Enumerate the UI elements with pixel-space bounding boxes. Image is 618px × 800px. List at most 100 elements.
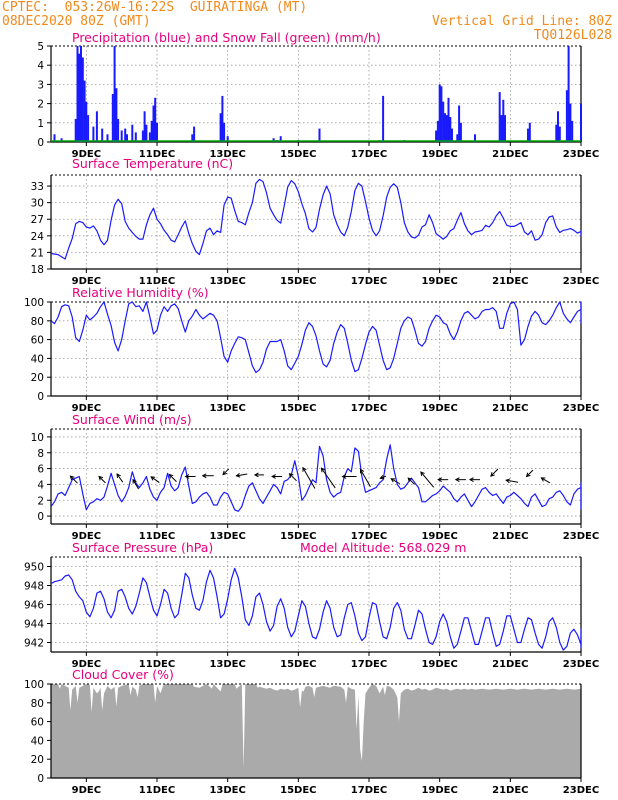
precip-bar	[451, 128, 453, 142]
wind-arrow-shaft	[116, 473, 124, 483]
wind-arrow-shaft	[236, 473, 248, 477]
wind-arrow-shaft	[132, 479, 139, 490]
wind-arrow-head	[540, 477, 546, 482]
x-tick-label: 9DEC	[72, 403, 101, 414]
x-tick-label: 17DEC	[351, 403, 387, 414]
wind-arrow	[454, 477, 466, 483]
precip-bar	[223, 122, 226, 142]
precip-bar	[444, 113, 446, 142]
wind-arrow-head	[201, 473, 207, 479]
x-tick-label: 13DEC	[209, 659, 245, 670]
wind-arrow-head	[320, 467, 326, 473]
x-tick-label: 15DEC	[280, 276, 316, 287]
precip-bar	[571, 120, 574, 142]
precip-bar	[557, 111, 559, 142]
x-tick-label: 23DEC	[563, 785, 599, 796]
wind-arrow	[222, 468, 230, 476]
x-tick-label: 15DEC	[280, 149, 316, 160]
precip-bar	[558, 126, 561, 142]
wind-arrow-head	[341, 474, 347, 479]
wind-arrow-head	[98, 475, 104, 481]
precip-bar	[117, 119, 120, 142]
x-tick-label: 9DEC	[72, 276, 101, 287]
precip-bar	[555, 124, 558, 142]
precip-bar	[152, 105, 155, 142]
precip-bar	[442, 101, 445, 142]
wind-arrow	[490, 468, 499, 477]
y-tick-label: 24	[31, 231, 45, 243]
wind-arrow	[116, 473, 124, 483]
x-tick-label: 19DEC	[421, 149, 457, 160]
y-tick-label: 4	[37, 479, 44, 491]
y-tick-label: 944	[24, 619, 44, 631]
x-tick-label: 15DEC	[280, 785, 316, 796]
y-tick-label: 0	[37, 511, 44, 523]
wind-arrow-shaft	[506, 479, 519, 483]
wind-arrow-shaft	[150, 476, 160, 483]
y-tick-label: 20	[31, 754, 44, 766]
wind-arrow-head	[407, 477, 413, 483]
wind-arrow	[379, 474, 387, 480]
y-tick-label: 21	[31, 247, 44, 259]
x-tick-label: 13DEC	[209, 785, 245, 796]
wind-arrow	[505, 478, 519, 484]
precip-bar	[580, 130, 582, 142]
x-tick-label: 19DEC	[421, 276, 457, 287]
wind-arrow-head	[468, 477, 474, 483]
x-tick-label: 21DEC	[492, 403, 528, 414]
wind-arrow-head	[490, 472, 495, 477]
wind-arrow-shaft	[289, 473, 297, 482]
wind-arrow-head	[437, 477, 442, 483]
precip-bar	[474, 134, 476, 142]
y-tick-label: 0	[37, 391, 44, 403]
precip-bar	[445, 115, 448, 142]
y-tick-label: 1	[37, 118, 44, 130]
x-tick-label: 13DEC	[209, 403, 245, 414]
wind-arrow	[341, 474, 357, 479]
wind-arrow-shaft	[169, 474, 177, 482]
precip-bar	[148, 132, 151, 142]
panel-precip: Precipitation (blue) and Snow Fall (gree…	[37, 30, 599, 160]
wind-arrow-shaft	[360, 469, 371, 487]
precip-bar	[382, 95, 385, 142]
wind-arrow-head	[235, 472, 241, 478]
y-tick-label: 2	[37, 99, 44, 111]
wind-arrow-head	[150, 476, 156, 481]
precip-bar	[565, 90, 568, 142]
precip-bar	[124, 128, 127, 142]
x-tick-label: 13DEC	[209, 149, 245, 160]
precip-bar	[219, 113, 222, 142]
x-tick-label: 17DEC	[351, 149, 387, 160]
panel-humidity: Relative Humidity (%) 0 20 40 60 80 100 9DEC 11D…	[24, 285, 599, 414]
precip-bar	[272, 138, 275, 142]
wind-arrow-head	[390, 478, 396, 483]
precip-bar	[95, 111, 98, 142]
precip-bar	[459, 122, 462, 142]
precip-bar	[76, 46, 79, 142]
precip-bar	[436, 120, 439, 142]
x-tick-label: 19DEC	[421, 531, 457, 542]
precip-bar	[447, 97, 450, 142]
wind-arrow-head	[253, 472, 259, 478]
cloud-cover-area	[51, 684, 581, 778]
precip-bar	[226, 136, 229, 142]
x-tick-label: 23DEC	[563, 276, 599, 287]
precip-bar	[83, 80, 86, 142]
precip-bar	[143, 111, 146, 142]
wind-arrow-head	[271, 474, 276, 479]
precip-bar	[80, 46, 82, 142]
temperature-line	[50, 178, 582, 260]
wind-arrow-head	[420, 471, 425, 477]
x-tick-label: 23DEC	[563, 659, 599, 670]
precip-bar	[456, 134, 459, 142]
x-tick-label: 11DEC	[139, 531, 175, 542]
wind-arrow-head	[454, 477, 460, 483]
x-tick-label: 15DEC	[280, 403, 316, 414]
y-tick-label: 4	[37, 60, 44, 72]
y-tick-label: 0	[37, 137, 44, 149]
y-tick-label: 946	[24, 600, 44, 612]
wind-arrow	[407, 477, 415, 485]
precip-bar	[221, 95, 224, 142]
panel-title: Surface Pressure (hPa)	[72, 540, 213, 555]
